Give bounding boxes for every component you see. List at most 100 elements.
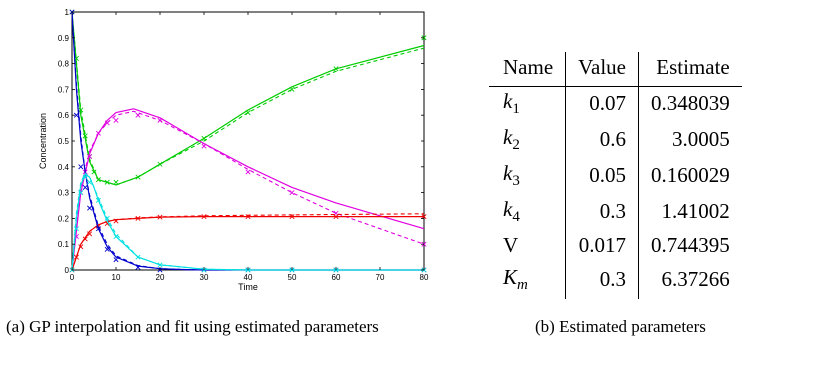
x-tick-label: 60 <box>332 273 341 282</box>
fit-line <box>71 108 425 271</box>
data-point-marker <box>91 169 97 175</box>
series-layer <box>69 9 427 273</box>
data-point-marker <box>104 221 110 227</box>
data-point-marker <box>157 262 163 268</box>
data-point-marker <box>135 215 141 221</box>
x-axis-label: Time <box>238 282 258 292</box>
table-row: Km 0.3 6.37266 <box>489 263 742 299</box>
data-point-marker <box>82 133 88 139</box>
data-point-marker <box>82 236 88 242</box>
y-tick-label: 0.9 <box>58 34 70 43</box>
data-point-marker <box>113 179 119 185</box>
data-point-marker <box>87 179 93 185</box>
y-tick-label: 0.8 <box>58 60 70 69</box>
param-symbol: k <box>503 197 513 221</box>
table-row: k3 0.05 0.160029 <box>489 159 742 195</box>
param-subscript: 1 <box>512 101 520 117</box>
param-value: 0.05 <box>565 159 639 195</box>
gp-interpolation-line <box>71 11 425 186</box>
fit-line <box>71 173 424 271</box>
data-point-marker <box>104 246 110 252</box>
data-point-marker <box>245 110 251 116</box>
figure-caption-a: (a) GP interpolation and fit using estim… <box>6 317 379 336</box>
x-tick-label: 50 <box>288 273 297 282</box>
param-name: Km <box>489 263 567 299</box>
figure-caption-b: (b) Estimated parameters <box>535 317 706 336</box>
data-point-marker <box>82 184 88 190</box>
param-estimate: 6.37266 <box>661 267 730 291</box>
param-value: 0.017 <box>565 231 639 263</box>
table-row: k1 0.07 0.348039 <box>489 86 742 123</box>
axis-layer: 0 10 20 30 40 50 60 70 80 0 0.1 0.2 0.3 0.4 0.5 0.6 0.7 0… <box>58 8 429 282</box>
param-estimate: 0.160029 <box>650 163 730 187</box>
data-point-marker <box>95 226 101 232</box>
param-name: k1 <box>489 86 567 123</box>
param-subscript: 2 <box>512 137 520 153</box>
data-point-marker <box>95 197 101 203</box>
y-tick-label: 0.2 <box>58 214 70 223</box>
data-point-marker <box>78 244 84 250</box>
table-body: k1 0.07 0.348039 k2 0.6 3.0005 k3 0.05 0.160029 k… <box>489 86 742 299</box>
param-symbol: k <box>503 125 513 149</box>
data-point-marker <box>245 214 251 220</box>
data-point-marker <box>113 218 119 224</box>
data-point-marker <box>113 233 119 239</box>
fit-line <box>71 11 424 271</box>
x-tick-label: 20 <box>156 273 165 282</box>
data-point-marker <box>87 205 93 211</box>
param-value: 0.3 <box>565 263 639 299</box>
param-symbol: k <box>503 89 513 113</box>
data-point-marker <box>289 214 295 220</box>
series-3 <box>69 9 427 273</box>
header-name: Name <box>489 52 567 87</box>
data-point-marker <box>201 143 207 149</box>
table-row: k2 0.6 3.0005 <box>489 123 742 159</box>
data-point-marker <box>201 214 207 220</box>
data-point-marker <box>113 117 119 123</box>
y-tick-label: 0.1 <box>58 240 70 249</box>
data-point-marker <box>135 254 141 260</box>
data-point-marker <box>289 190 295 196</box>
data-point-marker <box>135 112 141 118</box>
series-4 <box>69 172 427 273</box>
param-estimate: 0.348039 <box>650 91 730 115</box>
x-tick-label: 40 <box>244 273 253 282</box>
param-estimate: 1.41002 <box>661 199 730 223</box>
series-1 <box>69 108 427 273</box>
series-0 <box>69 9 427 186</box>
parameter-table: Name Value Estimate k1 0.07 0.348039 k2 0.6 3… <box>489 52 742 299</box>
y-tick-label: 1 <box>65 8 70 17</box>
data-point-marker <box>135 264 141 270</box>
gp-interpolation-line <box>71 11 424 271</box>
data-point-marker <box>157 117 163 123</box>
concentration-time-chart: 0 10 20 30 40 50 60 70 80 0 0.1 0.2 0.3 0.4 0.5 0.6 0.7 0… <box>38 8 429 292</box>
data-point-marker <box>87 231 93 237</box>
data-point-marker <box>104 179 110 185</box>
y-tick-label: 0.7 <box>58 85 70 94</box>
data-point-marker <box>78 107 84 113</box>
data-point-marker <box>289 86 295 92</box>
y-tick-label: 0.5 <box>58 137 70 146</box>
param-name: V <box>489 231 567 263</box>
data-point-marker <box>104 120 110 126</box>
table-header-row: Name Value Estimate <box>489 52 742 87</box>
param-value: 0.6 <box>565 123 639 159</box>
x-tick-label: 80 <box>420 273 429 282</box>
y-tick-label: 0.3 <box>58 189 70 198</box>
data-point-marker <box>333 66 339 72</box>
param-value: 0.3 <box>565 195 639 231</box>
gp-interpolation-line <box>71 213 425 271</box>
param-symbol: V <box>503 233 519 257</box>
fit-line <box>71 216 424 271</box>
y-tick-label: 0.6 <box>58 111 70 120</box>
gp-interpolation-line <box>71 110 425 271</box>
data-point-marker <box>157 161 163 167</box>
x-tick-label: 0 <box>70 273 75 282</box>
data-point-marker <box>78 164 84 170</box>
param-estimate: 3.0005 <box>671 127 730 151</box>
y-tick-label: 0 <box>65 266 70 275</box>
data-point-marker <box>135 174 141 180</box>
y-axis-label: Concentration <box>38 113 48 169</box>
data-point-marker <box>95 177 101 183</box>
y-tick-label: 0.4 <box>58 163 70 172</box>
